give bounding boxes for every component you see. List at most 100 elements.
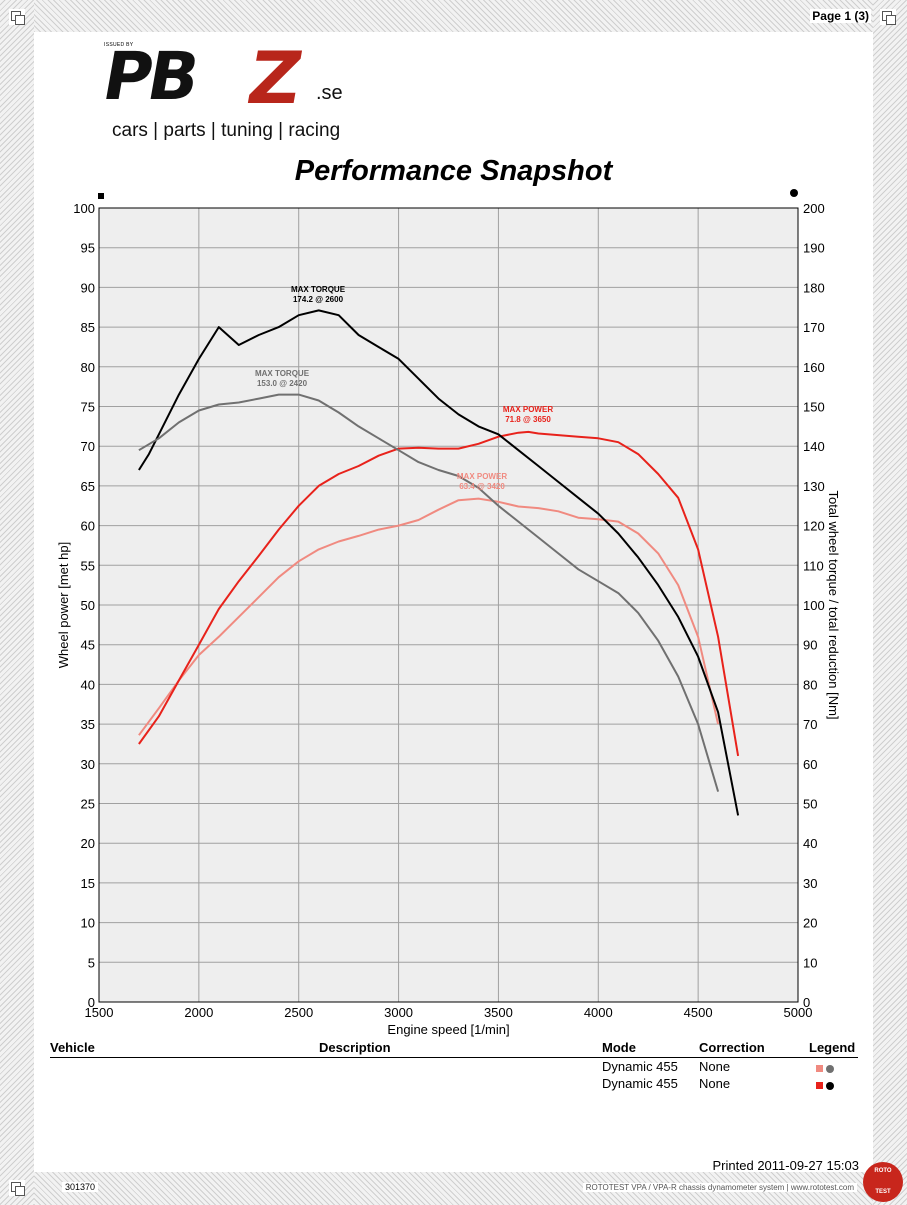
legend-row: Dynamic 455 None — [50, 1059, 858, 1075]
legend-swatch — [816, 1065, 823, 1073]
y2-tick-label: 160 — [803, 360, 825, 375]
y-tick-label: 10 — [81, 916, 95, 931]
y-tick-label: 15 — [81, 876, 95, 891]
y2-tick-label: 30 — [803, 876, 817, 891]
row-correction: None — [699, 1059, 731, 1074]
series-line-3 — [138, 393, 720, 792]
y2-axis-label: Total wheel torque / total reduction [Nm… — [826, 490, 841, 719]
legend-dot — [826, 1064, 834, 1073]
corner-top-right-icon[interactable] — [880, 9, 896, 25]
y-axis-label: Wheel power [met hp] — [56, 542, 71, 668]
y2-tick-label: 20 — [803, 916, 817, 931]
corner-top-left-icon[interactable] — [9, 9, 25, 25]
legend-row: Dynamic 455 None — [50, 1076, 858, 1092]
y-tick-label: 70 — [81, 439, 95, 454]
legend-dot — [826, 1081, 834, 1090]
y-tick-label: 80 — [81, 360, 95, 375]
logo-brand-suffix: .se — [316, 82, 343, 104]
chart-title: Performance Snapshot — [294, 155, 613, 187]
series-line-2 — [138, 309, 740, 816]
page-number: Page 1 (3) — [810, 9, 871, 23]
annotation-value: 153.0 @ 2420 — [257, 379, 308, 388]
x-tick-label: 2000 — [184, 1005, 213, 1020]
page-border-top — [0, 0, 907, 32]
left-axis-marker — [98, 193, 104, 199]
x-tick-label: 5000 — [784, 1005, 813, 1020]
x-tick-label: 1500 — [85, 1005, 114, 1020]
y-tick-label: 60 — [81, 519, 95, 534]
annotation-label: MAX TORQUE — [255, 369, 310, 378]
printed-timestamp: Printed 2011-09-27 15:03 — [712, 1158, 859, 1173]
y2-tick-label: 10 — [803, 955, 817, 970]
annotation-label: MAX POWER — [457, 472, 507, 481]
y-tick-label: 25 — [81, 797, 95, 812]
annotation-label: MAX TORQUE — [291, 285, 346, 294]
y-tick-label: 40 — [81, 677, 95, 692]
y2-tick-label: 170 — [803, 320, 825, 335]
y-tick-label: 5 — [88, 955, 95, 970]
header-description: Description — [319, 1040, 391, 1055]
y2-tick-label: 50 — [803, 797, 817, 812]
y-tick-label: 20 — [81, 836, 95, 851]
y2-tick-label: 80 — [803, 677, 817, 692]
corner-bottom-left-icon[interactable] — [9, 1180, 25, 1196]
header-vehicle: Vehicle — [50, 1040, 95, 1055]
y-tick-label: 95 — [81, 241, 95, 256]
row-mode: Dynamic 455 — [602, 1059, 678, 1074]
x-axis-label: Engine speed [1/min] — [387, 1022, 509, 1037]
annotation-value: 174.2 @ 2600 — [293, 295, 344, 304]
y2-tick-label: 130 — [803, 479, 825, 494]
y2-tick-label: 190 — [803, 241, 825, 256]
header-legend: Legend — [809, 1040, 856, 1055]
x-tick-label: 3000 — [384, 1005, 413, 1020]
annotation-value: 63.4 @ 3420 — [459, 482, 505, 491]
y-tick-label: 75 — [81, 400, 95, 415]
page-border-left — [0, 0, 34, 1205]
y-tick-label: 90 — [81, 280, 95, 295]
y-tick-label: 0 — [88, 995, 95, 1010]
y2-tick-label: 40 — [803, 836, 817, 851]
y2-tick-label: 0 — [803, 995, 810, 1010]
page-border-right — [873, 0, 907, 1205]
header-correction: Correction — [699, 1040, 765, 1055]
rototest-logo: ROTO TEST — [863, 1162, 903, 1202]
x-tick-label: 3500 — [484, 1005, 513, 1020]
y-tick-label: 55 — [81, 558, 95, 573]
footer-system-text: ROTOTEST VPA / VPA-R chassis dynamometer… — [582, 1183, 857, 1192]
series-line-1 — [138, 430, 740, 757]
right-axis-marker — [790, 189, 798, 197]
series-line-0 — [138, 497, 720, 736]
y-tick-label: 45 — [81, 638, 95, 653]
header-mode: Mode — [602, 1040, 636, 1055]
legend-swatch — [816, 1082, 823, 1090]
annotation-label: MAX POWER — [503, 405, 553, 414]
logo-issued-by: ISSUED BY — [104, 42, 134, 48]
plot-frame — [98, 207, 799, 1003]
legend-marker — [816, 1060, 834, 1075]
y2-tick-label: 180 — [803, 280, 825, 295]
row-mode: Dynamic 455 — [602, 1076, 678, 1091]
legend-marker — [816, 1077, 834, 1092]
y-tick-label: 65 — [81, 479, 95, 494]
y2-tick-label: 140 — [803, 439, 825, 454]
y2-tick-label: 110 — [803, 558, 824, 573]
performance-chart: 1500 2000 2500 3000 3500 4000 4500 500005101520… — [56, 189, 841, 1037]
y-tick-label: 50 — [81, 598, 95, 613]
y-tick-label: 85 — [81, 320, 95, 335]
y2-tick-label: 90 — [803, 638, 817, 653]
y2-tick-label: 120 — [803, 519, 825, 534]
y2-tick-label: 60 — [803, 757, 817, 772]
pbz-logo: ISSUED BY PB Z .se cars | parts | tuning… — [97, 36, 344, 152]
x-tick-label: 2500 — [284, 1005, 313, 1020]
annotation-value: 71.8 @ 3650 — [505, 415, 551, 424]
rototest-logo-top: ROTO — [874, 1168, 892, 1174]
x-tick-label: 4500 — [684, 1005, 713, 1020]
document-id: 301370 — [62, 1182, 99, 1192]
row-correction: None — [699, 1076, 731, 1091]
x-tick-label: 4000 — [584, 1005, 613, 1020]
y-tick-label: 35 — [81, 717, 95, 732]
y2-tick-label: 200 — [803, 201, 825, 216]
y2-tick-label: 150 — [803, 400, 825, 415]
rototest-logo-bottom: TEST — [875, 1189, 891, 1195]
logo-tagline: cars | parts | tuning | racing — [112, 120, 341, 141]
